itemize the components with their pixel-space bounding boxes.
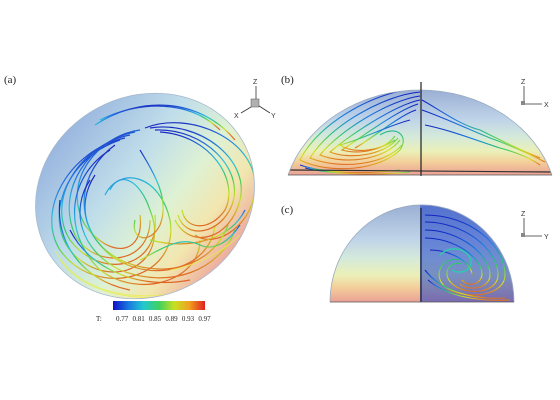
axis-triad-a: Z X Y — [234, 79, 276, 120]
axis-a-y-label: Y — [271, 113, 276, 120]
colorbar: T: 0.77 0.81 0.85 0.89 0.93 0.97 — [96, 301, 211, 323]
axis-triad-b: Z X — [521, 79, 549, 109]
colorbar-ticks: 0.77 0.81 0.85 0.89 0.93 0.97 — [116, 315, 211, 323]
axis-a-x-label: X — [234, 113, 239, 120]
colorbar-tick-label: 0.77 — [116, 315, 129, 323]
panel-a-ellipsoid — [35, 92, 256, 300]
colorbar-tick-label: 0.97 — [198, 315, 211, 323]
colorbar-tick-label: 0.85 — [149, 315, 162, 323]
axis-a-z-label: Z — [253, 79, 258, 86]
panel-c-hemisphere — [329, 204, 515, 303]
colorbar-tick-label: 0.81 — [132, 315, 145, 323]
panel-b-hemisphere — [287, 82, 553, 176]
panel-label-c: (c) — [281, 204, 294, 216]
colorbar-title: T: — [96, 315, 102, 323]
panel-b-streamlines — [289, 89, 552, 175]
panel-c-streamlines — [420, 205, 514, 302]
colorbar-tick-label: 0.89 — [165, 315, 178, 323]
axis-c-z-label: Z — [521, 211, 526, 218]
axis-c-y-label: Y — [544, 234, 549, 241]
panel-label-b: (b) — [281, 74, 294, 86]
axis-triad-c: Z Y — [521, 211, 549, 241]
axis-b-x-label: X — [544, 102, 549, 109]
colorbar-tick-label: 0.93 — [182, 315, 195, 323]
colorbar-bar — [113, 301, 205, 310]
axis-b-z-label: Z — [521, 79, 526, 86]
panel-label-a: (a) — [4, 74, 17, 86]
